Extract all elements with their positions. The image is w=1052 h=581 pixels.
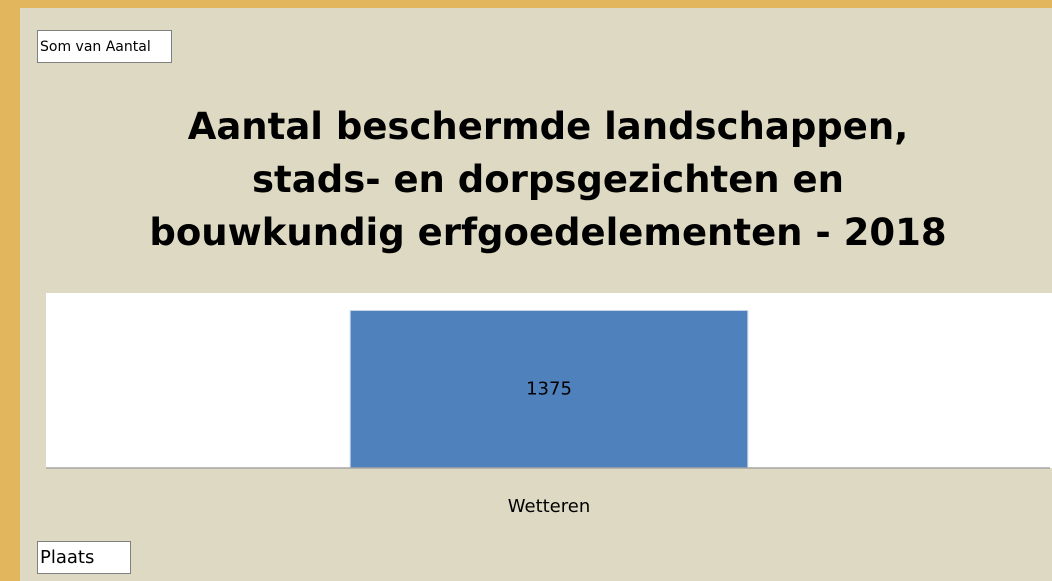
value-field-button[interactable] — [37, 30, 172, 63]
axis-field-button[interactable] — [37, 541, 131, 574]
value-field-label: Som van Aantal — [40, 39, 151, 55]
chart-title: Aantal beschermde landschappen, stads- e… — [149, 105, 947, 254]
x-tick-label: Wetteren — [508, 496, 591, 517]
bar — [349, 310, 749, 469]
data-label: 1375 — [526, 378, 572, 399]
axis-field-label: Plaats — [40, 547, 94, 568]
